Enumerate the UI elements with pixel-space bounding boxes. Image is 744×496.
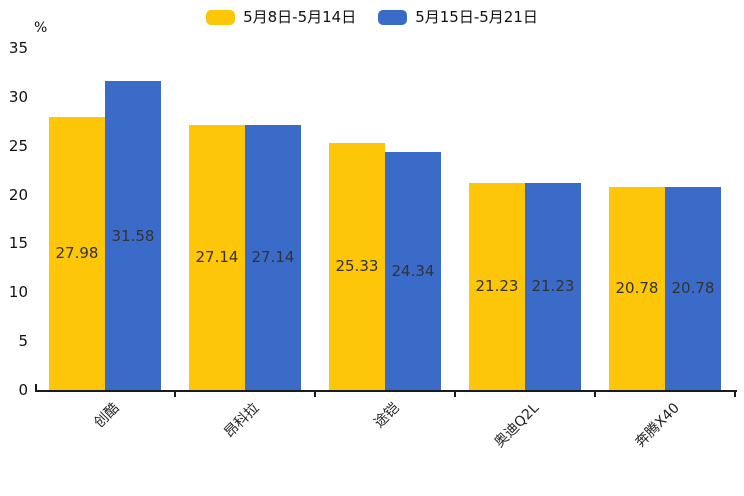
bar-value-label: 20.78: [671, 279, 715, 298]
y-tick-label: 20: [8, 185, 28, 204]
category-label: 奔腾X40: [631, 400, 683, 451]
category-label: 奥迪Q2L: [491, 400, 543, 451]
x-tick: [594, 392, 596, 397]
bar-5月8日-5月14日-奔腾X40: [609, 186, 665, 390]
bar-value-label: 21.23: [475, 277, 519, 296]
bar-5月15日-5月21日-途铠: [385, 152, 441, 390]
y-tick-label: 35: [8, 39, 28, 58]
bar-5月8日-5月14日-昂科拉: [189, 124, 245, 390]
x-tick: [314, 392, 316, 397]
y-tick-label: 5: [18, 332, 28, 351]
legend-swatch: [206, 9, 236, 25]
legend-label: 5月8日-5月14日: [243, 8, 357, 26]
bar-5月15日-5月21日-创酷: [105, 81, 161, 390]
x-axis-start-tick: [35, 384, 37, 390]
category-label: 昂科拉: [221, 400, 263, 442]
bar-value-label: 20.78: [615, 279, 659, 298]
bar-value-label: 27.14: [251, 248, 295, 267]
legend: 5月8日-5月14日 5月15日-5月21日: [0, 7, 744, 27]
bar-value-label: 21.23: [531, 277, 575, 296]
bar-value-label: 27.14: [195, 248, 239, 267]
y-tick-label: 30: [8, 87, 28, 106]
bar-value-label: 27.98: [55, 244, 99, 263]
bar-5月8日-5月14日-途铠: [329, 142, 385, 390]
legend-item: 5月15日-5月21日: [378, 7, 538, 27]
bar-5月8日-5月14日-奥迪Q2L: [469, 182, 525, 390]
category-label: 创酷: [91, 400, 123, 432]
bar-5月15日-5月21日-奥迪Q2L: [525, 182, 581, 390]
bar-value-label: 24.34: [391, 262, 435, 281]
x-axis-line: [35, 390, 737, 392]
x-tick: [734, 392, 736, 397]
y-tick-label: 10: [8, 283, 28, 302]
bar-5月15日-5月21日-昂科拉: [245, 124, 301, 390]
bar-5月15日-5月21日-奔腾X40: [665, 186, 721, 390]
x-tick: [454, 392, 456, 397]
bar-5月8日-5月14日-创酷: [49, 116, 105, 390]
y-tick-label: 15: [8, 234, 28, 253]
bar-value-label: 25.33: [335, 257, 379, 276]
y-tick-label: 25: [8, 136, 28, 155]
legend-label: 5月15日-5月21日: [415, 8, 538, 26]
bar-value-label: 31.58: [111, 226, 155, 245]
category-label: 途铠: [371, 400, 403, 432]
legend-item: 5月8日-5月14日: [206, 7, 356, 27]
y-axis-unit-label: %: [34, 20, 48, 36]
x-tick: [174, 392, 176, 397]
legend-swatch: [378, 9, 408, 25]
y-tick-label: 0: [18, 381, 28, 399]
